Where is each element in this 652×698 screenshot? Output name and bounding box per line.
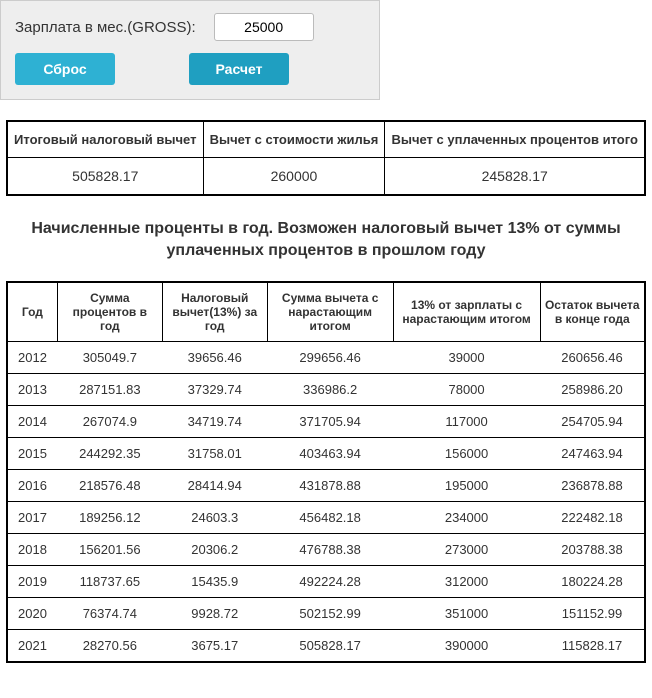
table-cell: 15435.9 [162, 565, 267, 597]
table-row: 2015244292.3531758.01403463.941560002474… [7, 437, 645, 469]
table-row: 2012305049.739656.46299656.4639000260656… [7, 341, 645, 373]
table-cell: 505828.17 [267, 629, 393, 662]
table-cell: 118737.65 [57, 565, 162, 597]
table-row: 2017189256.1224603.3456482.1823400022248… [7, 501, 645, 533]
salary-input[interactable] [214, 13, 314, 41]
table-cell: 39000 [393, 341, 540, 373]
table-cell: 156000 [393, 437, 540, 469]
table-cell: 371705.94 [267, 405, 393, 437]
table-cell: 2014 [7, 405, 57, 437]
detail-header-5: Остаток вычета в конце года [540, 282, 645, 342]
table-cell: 234000 [393, 501, 540, 533]
table-row: 2013287151.8337329.74336986.278000258986… [7, 373, 645, 405]
table-cell: 218576.48 [57, 469, 162, 501]
table-row: 2019118737.6515435.9492224.2831200018022… [7, 565, 645, 597]
table-cell: 151152.99 [540, 597, 645, 629]
table-cell: 2020 [7, 597, 57, 629]
table-cell: 115828.17 [540, 629, 645, 662]
detail-header-4: 13% от зарплаты с нарастающим итогом [393, 282, 540, 342]
section-title: Начисленные проценты в год. Возможен нал… [20, 218, 632, 263]
table-cell: 2018 [7, 533, 57, 565]
input-panel: Зарплата в мес.(GROSS): Сброс Расчет [0, 0, 380, 100]
calculate-button[interactable]: Расчет [189, 53, 289, 85]
table-cell: 9928.72 [162, 597, 267, 629]
table-cell: 267074.9 [57, 405, 162, 437]
table-cell: 2013 [7, 373, 57, 405]
table-cell: 78000 [393, 373, 540, 405]
table-cell: 180224.28 [540, 565, 645, 597]
table-cell: 195000 [393, 469, 540, 501]
table-cell: 2017 [7, 501, 57, 533]
table-row: 202076374.749928.72502152.99351000151152… [7, 597, 645, 629]
table-cell: 305049.7 [57, 341, 162, 373]
table-cell: 117000 [393, 405, 540, 437]
table-cell: 31758.01 [162, 437, 267, 469]
table-cell: 222482.18 [540, 501, 645, 533]
table-cell: 273000 [393, 533, 540, 565]
reset-button[interactable]: Сброс [15, 53, 115, 85]
table-cell: 390000 [393, 629, 540, 662]
table-cell: 244292.35 [57, 437, 162, 469]
table-cell: 431878.88 [267, 469, 393, 501]
table-cell: 39656.46 [162, 341, 267, 373]
table-cell: 287151.83 [57, 373, 162, 405]
table-cell: 76374.74 [57, 597, 162, 629]
table-cell: 492224.28 [267, 565, 393, 597]
summary-header-2: Вычет с уплаченных процентов итого [385, 121, 645, 158]
table-cell: 312000 [393, 565, 540, 597]
summary-value-2: 245828.17 [385, 158, 645, 196]
table-cell: 2019 [7, 565, 57, 597]
table-row: 2016218576.4828414.94431878.881950002368… [7, 469, 645, 501]
table-row: 202128270.563675.17505828.17390000115828… [7, 629, 645, 662]
summary-header-0: Итоговый налоговый вычет [7, 121, 203, 158]
table-cell: 236878.88 [540, 469, 645, 501]
table-row: 2018156201.5620306.2476788.3827300020378… [7, 533, 645, 565]
summary-value-1: 260000 [203, 158, 385, 196]
detail-header-0: Год [7, 282, 57, 342]
table-cell: 28414.94 [162, 469, 267, 501]
table-cell: 37329.74 [162, 373, 267, 405]
summary-value-0: 505828.17 [7, 158, 203, 196]
table-cell: 476788.38 [267, 533, 393, 565]
table-cell: 156201.56 [57, 533, 162, 565]
detail-header-2: Налоговый вычет(13%) за год [162, 282, 267, 342]
salary-row: Зарплата в мес.(GROSS): [15, 13, 365, 41]
table-cell: 299656.46 [267, 341, 393, 373]
table-cell: 403463.94 [267, 437, 393, 469]
table-cell: 258986.20 [540, 373, 645, 405]
table-cell: 247463.94 [540, 437, 645, 469]
detail-header-1: Сумма процентов в год [57, 282, 162, 342]
button-row: Сброс Расчет [15, 53, 365, 85]
table-cell: 2021 [7, 629, 57, 662]
table-cell: 254705.94 [540, 405, 645, 437]
detail-table: ГодСумма процентов в годНалоговый вычет(… [6, 281, 646, 663]
table-cell: 351000 [393, 597, 540, 629]
table-cell: 203788.38 [540, 533, 645, 565]
table-cell: 34719.74 [162, 405, 267, 437]
table-cell: 2012 [7, 341, 57, 373]
table-cell: 2016 [7, 469, 57, 501]
table-cell: 28270.56 [57, 629, 162, 662]
table-cell: 2015 [7, 437, 57, 469]
table-cell: 260656.46 [540, 341, 645, 373]
table-row: 2014267074.934719.74371705.9411700025470… [7, 405, 645, 437]
table-cell: 336986.2 [267, 373, 393, 405]
summary-table: Итоговый налоговый вычетВычет с стоимост… [6, 120, 646, 196]
summary-header-1: Вычет с стоимости жилья [203, 121, 385, 158]
table-cell: 502152.99 [267, 597, 393, 629]
table-cell: 20306.2 [162, 533, 267, 565]
table-cell: 189256.12 [57, 501, 162, 533]
salary-label: Зарплата в мес.(GROSS): [15, 19, 196, 36]
table-cell: 3675.17 [162, 629, 267, 662]
table-cell: 24603.3 [162, 501, 267, 533]
table-cell: 456482.18 [267, 501, 393, 533]
detail-header-3: Сумма вычета с нарастающим итогом [267, 282, 393, 342]
